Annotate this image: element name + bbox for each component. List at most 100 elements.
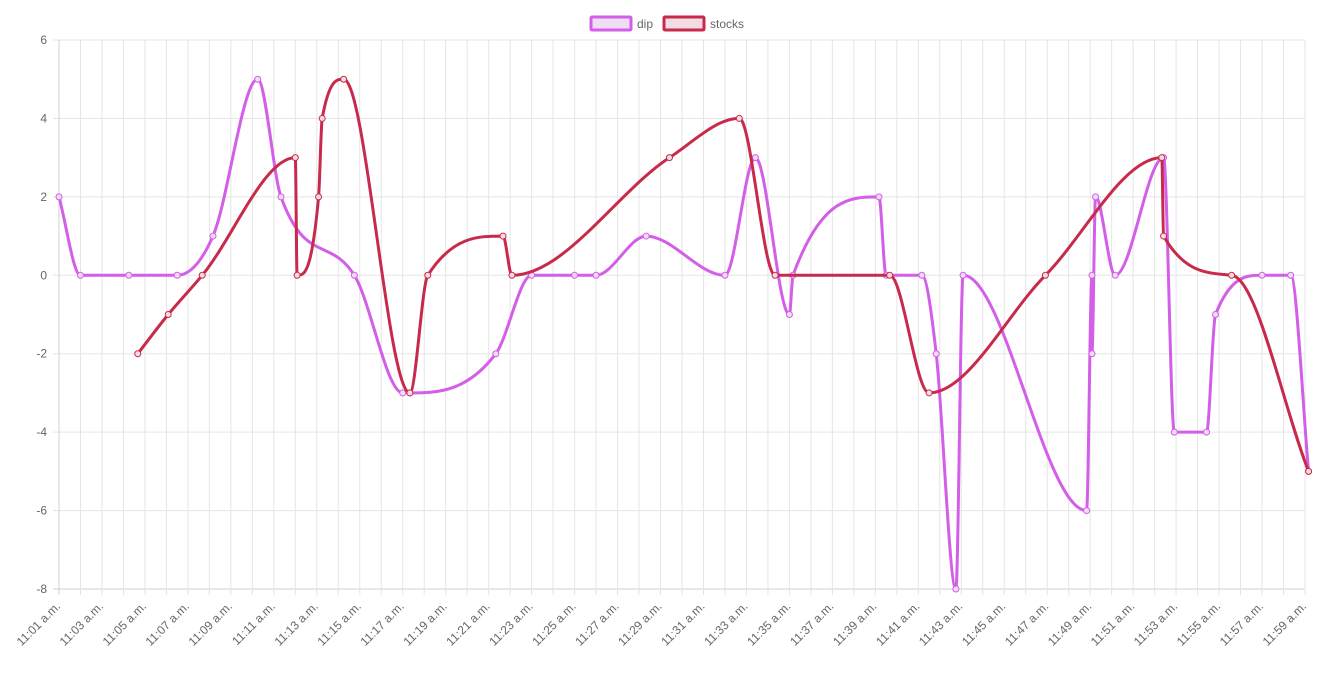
legend-label-dip: dip [637,17,653,31]
x-tick-label: 11:57 a.m. [1217,599,1266,648]
data-point-dip[interactable] [209,232,217,240]
data-point-stocks[interactable] [315,193,323,201]
data-point-stocks[interactable] [1305,467,1313,475]
data-point-dip[interactable] [785,311,793,318]
data-point-dip[interactable] [125,271,133,279]
data-point-dip[interactable] [1170,428,1178,436]
data-point-dip[interactable] [55,193,63,201]
y-tick-label: -8 [36,582,47,596]
data-point-dip[interactable] [1258,271,1266,279]
data-point-stocks[interactable] [771,271,779,279]
x-tick-label: 11:23 a.m. [486,599,535,648]
x-tick-label: 11:13 a.m. [272,599,321,648]
data-point-stocks[interactable] [665,154,673,162]
data-point-stocks[interactable] [508,271,516,279]
x-tick-label: 11:19 a.m. [400,599,449,648]
x-tick-label: 11:29 a.m. [615,599,664,648]
x-tick-label: 11:37 a.m. [787,599,836,648]
data-point-dip[interactable] [76,271,84,279]
data-point-stocks[interactable] [886,271,894,279]
data-point-dip[interactable] [173,271,181,279]
data-point-dip[interactable] [1092,193,1100,201]
y-tick-label: -4 [36,425,47,439]
data-point-dip[interactable] [751,154,759,162]
x-tick-label: 11:31 a.m. [658,599,707,648]
data-point-dip[interactable] [492,350,500,358]
data-point-stocks[interactable] [318,114,326,122]
x-tick-label: 11:53 a.m. [1131,599,1180,648]
x-tick-label: 11:09 a.m. [186,599,235,648]
grid [53,39,1306,595]
data-point-stocks[interactable] [198,271,206,279]
x-tick-label: 11:17 a.m. [357,599,406,648]
series-line-dip [57,77,1311,591]
x-tick-label: 11:15 a.m. [315,599,364,648]
data-point-dip[interactable] [1287,271,1295,279]
data-point-dip[interactable] [350,271,358,279]
x-tick-label: 11:35 a.m. [744,599,793,648]
data-point-dip[interactable] [918,271,926,279]
legend-swatch-stocks [662,15,706,32]
legend: dip stocks [589,15,744,32]
y-tick-label: 6 [40,33,47,47]
y-tick-label: 2 [40,190,47,204]
data-point-dip[interactable] [1083,507,1091,515]
data-point-dip[interactable] [721,271,729,279]
data-point-stocks[interactable] [340,75,348,83]
x-tick-label: 11:51 a.m. [1088,599,1137,648]
data-point-dip[interactable] [571,271,579,279]
series-dip [55,75,1313,593]
x-tick-label: 11:05 a.m. [100,599,149,648]
data-point-stocks[interactable] [1160,232,1168,240]
y-tick-label: 4 [40,111,47,125]
x-tick-label: 11:41 a.m. [873,599,922,648]
data-point-dip[interactable] [1203,428,1211,436]
data-point-dip[interactable] [1211,311,1219,318]
data-point-stocks[interactable] [293,271,301,279]
data-point-dip[interactable] [254,75,262,83]
x-tick-label: 11:55 a.m. [1174,599,1223,648]
data-point-stocks[interactable] [134,350,142,358]
data-point-dip[interactable] [932,350,940,358]
data-point-stocks[interactable] [1228,271,1236,279]
x-tick-label: 11:33 a.m. [701,599,750,648]
legend-item-stocks[interactable]: stocks [662,15,744,32]
data-point-stocks[interactable] [1041,271,1049,279]
data-point-dip[interactable] [952,585,960,593]
x-tick-label: 11:27 a.m. [572,599,621,648]
data-point-stocks[interactable] [735,114,743,122]
x-tick-label: 11:03 a.m. [57,599,106,648]
x-tick-label: 11:49 a.m. [1045,599,1094,648]
legend-label-stocks: stocks [710,17,744,31]
data-point-dip[interactable] [875,193,883,201]
data-point-stocks[interactable] [1158,154,1166,162]
series-stocks [134,75,1313,475]
data-point-dip[interactable] [1088,350,1096,358]
data-point-stocks[interactable] [499,232,507,240]
data-point-stocks[interactable] [164,311,172,318]
data-point-stocks[interactable] [424,271,432,279]
x-tick-label: 11:21 a.m. [443,599,492,648]
legend-swatch-dip [589,15,633,32]
series-layer [55,75,1313,593]
x-tick-label: 11:59 a.m. [1260,599,1309,648]
data-point-dip[interactable] [399,389,407,397]
data-point-dip[interactable] [642,232,650,240]
x-tick-label: 11:25 a.m. [529,599,578,648]
data-point-stocks[interactable] [406,389,414,397]
legend-item-dip[interactable]: dip [589,15,653,32]
data-point-dip[interactable] [1088,271,1096,279]
data-point-stocks[interactable] [925,389,933,397]
x-tick-label: 11:47 a.m. [1002,599,1051,648]
y-axis: 6 4 2 0 -2 -4 -6 -8 [36,33,47,596]
x-tick-label: 11:01 a.m. [14,599,63,648]
x-tick-label: 11:45 a.m. [959,599,1008,648]
data-point-dip[interactable] [959,271,967,279]
x-tick-label: 11:11 a.m. [229,599,278,648]
data-point-stocks[interactable] [291,154,299,162]
data-point-dip[interactable] [277,193,285,201]
data-point-dip[interactable] [592,271,600,279]
data-point-dip[interactable] [1111,271,1119,279]
y-tick-label: -6 [36,504,47,518]
